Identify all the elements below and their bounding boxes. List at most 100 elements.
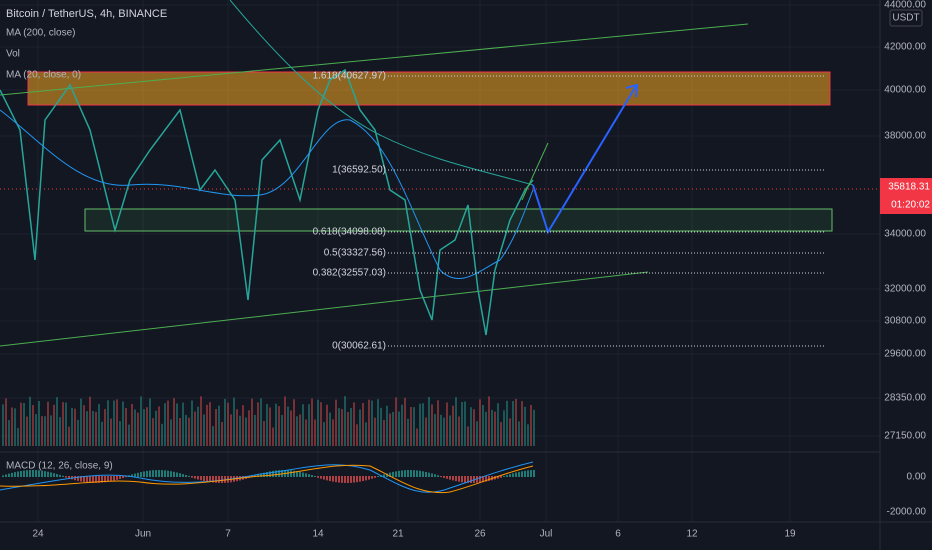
histogram-bar (437, 475, 439, 477)
histogram-bar (278, 470, 280, 477)
volume-bar (125, 408, 127, 446)
histogram-bar (419, 470, 421, 477)
countdown: 01:20:02 (891, 200, 930, 211)
volume-bar (248, 410, 250, 446)
histogram-bar (14, 472, 16, 477)
volume-bar (224, 398, 226, 446)
histogram-bar (89, 476, 91, 483)
volume-bar (341, 409, 343, 446)
volume-bar (170, 419, 172, 446)
histogram-bar (302, 472, 304, 477)
histogram-bar (140, 472, 142, 477)
volume-bar (110, 418, 112, 446)
histogram-bar (173, 471, 175, 477)
histogram-bar (458, 476, 460, 482)
price-label: 34000.00 (884, 229, 926, 240)
date-label: 14 (312, 529, 324, 540)
volume-bar (80, 398, 82, 446)
histogram-bar (29, 470, 31, 477)
signal-line (0, 464, 534, 494)
histogram-bar (116, 476, 118, 480)
histogram-bar (527, 470, 529, 477)
histogram-bar (164, 470, 166, 477)
histogram-bar (65, 476, 67, 478)
volume-bar (434, 414, 436, 446)
volume-bar (335, 399, 337, 446)
volume-bar (8, 420, 10, 446)
currency: USDT (892, 13, 919, 24)
histogram-bar (452, 476, 454, 481)
volume-bar (164, 403, 166, 446)
volume-bar (221, 421, 223, 446)
histogram-bar (86, 476, 88, 483)
histogram-bar (167, 470, 169, 477)
histogram-bar (203, 476, 205, 481)
histogram-bar (488, 476, 490, 482)
price-label: 44000.00 (884, 0, 926, 11)
histogram-bar (44, 471, 46, 477)
histogram-bar (383, 474, 385, 477)
histogram-bar (98, 476, 100, 483)
histogram-bar (143, 471, 145, 477)
histogram-bar (215, 476, 217, 483)
indicator-label: MA (200, close) (6, 28, 75, 39)
histogram-bar (68, 476, 70, 479)
histogram-bar (197, 476, 199, 480)
histogram-bar (194, 476, 196, 479)
volume-bar (404, 397, 406, 446)
macd-axis-label: 0.00 (907, 472, 927, 483)
volume-bar (530, 404, 532, 446)
histogram-bar (131, 474, 133, 477)
histogram-bar (356, 476, 358, 483)
histogram-bar (146, 470, 148, 477)
histogram-bar (485, 476, 487, 482)
histogram-bar (509, 474, 511, 477)
volume-bar (188, 417, 190, 446)
histogram-bar (326, 476, 328, 481)
histogram-bar (209, 476, 211, 483)
currency-box (889, 9, 923, 27)
indicator-label: MA (20, close, 0) (6, 70, 81, 81)
histogram-bar (464, 476, 466, 483)
volume-bar (425, 417, 427, 446)
histogram-bar (368, 476, 370, 480)
price-label: 40000.00 (884, 85, 926, 96)
date-label: 6 (615, 529, 621, 540)
volume-bar (230, 414, 232, 446)
current-price-box (880, 178, 932, 214)
volume-bar (149, 398, 151, 446)
histogram-bar (425, 471, 427, 477)
ma-200 (229, 0, 534, 186)
histogram-bar (386, 473, 388, 477)
histogram-bar (308, 474, 310, 477)
histogram-bar (449, 476, 451, 480)
volume-bar (464, 401, 466, 446)
volume-bar (485, 411, 487, 446)
histogram-bar (332, 476, 334, 482)
volume-bar (431, 404, 433, 446)
channel-line (521, 142, 549, 201)
volume-bar (47, 401, 49, 446)
histogram-bar (218, 476, 220, 483)
price-label: 29600.00 (884, 349, 926, 360)
volume-bar (347, 412, 349, 446)
volume-bar (440, 414, 442, 446)
volume-bar (236, 409, 238, 446)
histogram-bar (353, 476, 355, 483)
price-label: 28350.00 (884, 393, 926, 404)
histogram-bar (482, 476, 484, 483)
volume-bar (350, 408, 352, 446)
volume-bar (146, 407, 148, 446)
histogram-bar (344, 476, 346, 483)
price-label: 38000.00 (884, 131, 926, 142)
volume-bar (140, 396, 142, 446)
histogram-bar (170, 471, 172, 477)
volume-bar (281, 414, 283, 446)
resistance-zone (27, 71, 831, 106)
histogram-bar (26, 470, 28, 477)
histogram-bar (212, 476, 214, 483)
volume-bar (290, 410, 292, 446)
date-label: 24 (32, 529, 44, 540)
volume-bar (86, 411, 88, 446)
histogram-bar (179, 473, 181, 477)
